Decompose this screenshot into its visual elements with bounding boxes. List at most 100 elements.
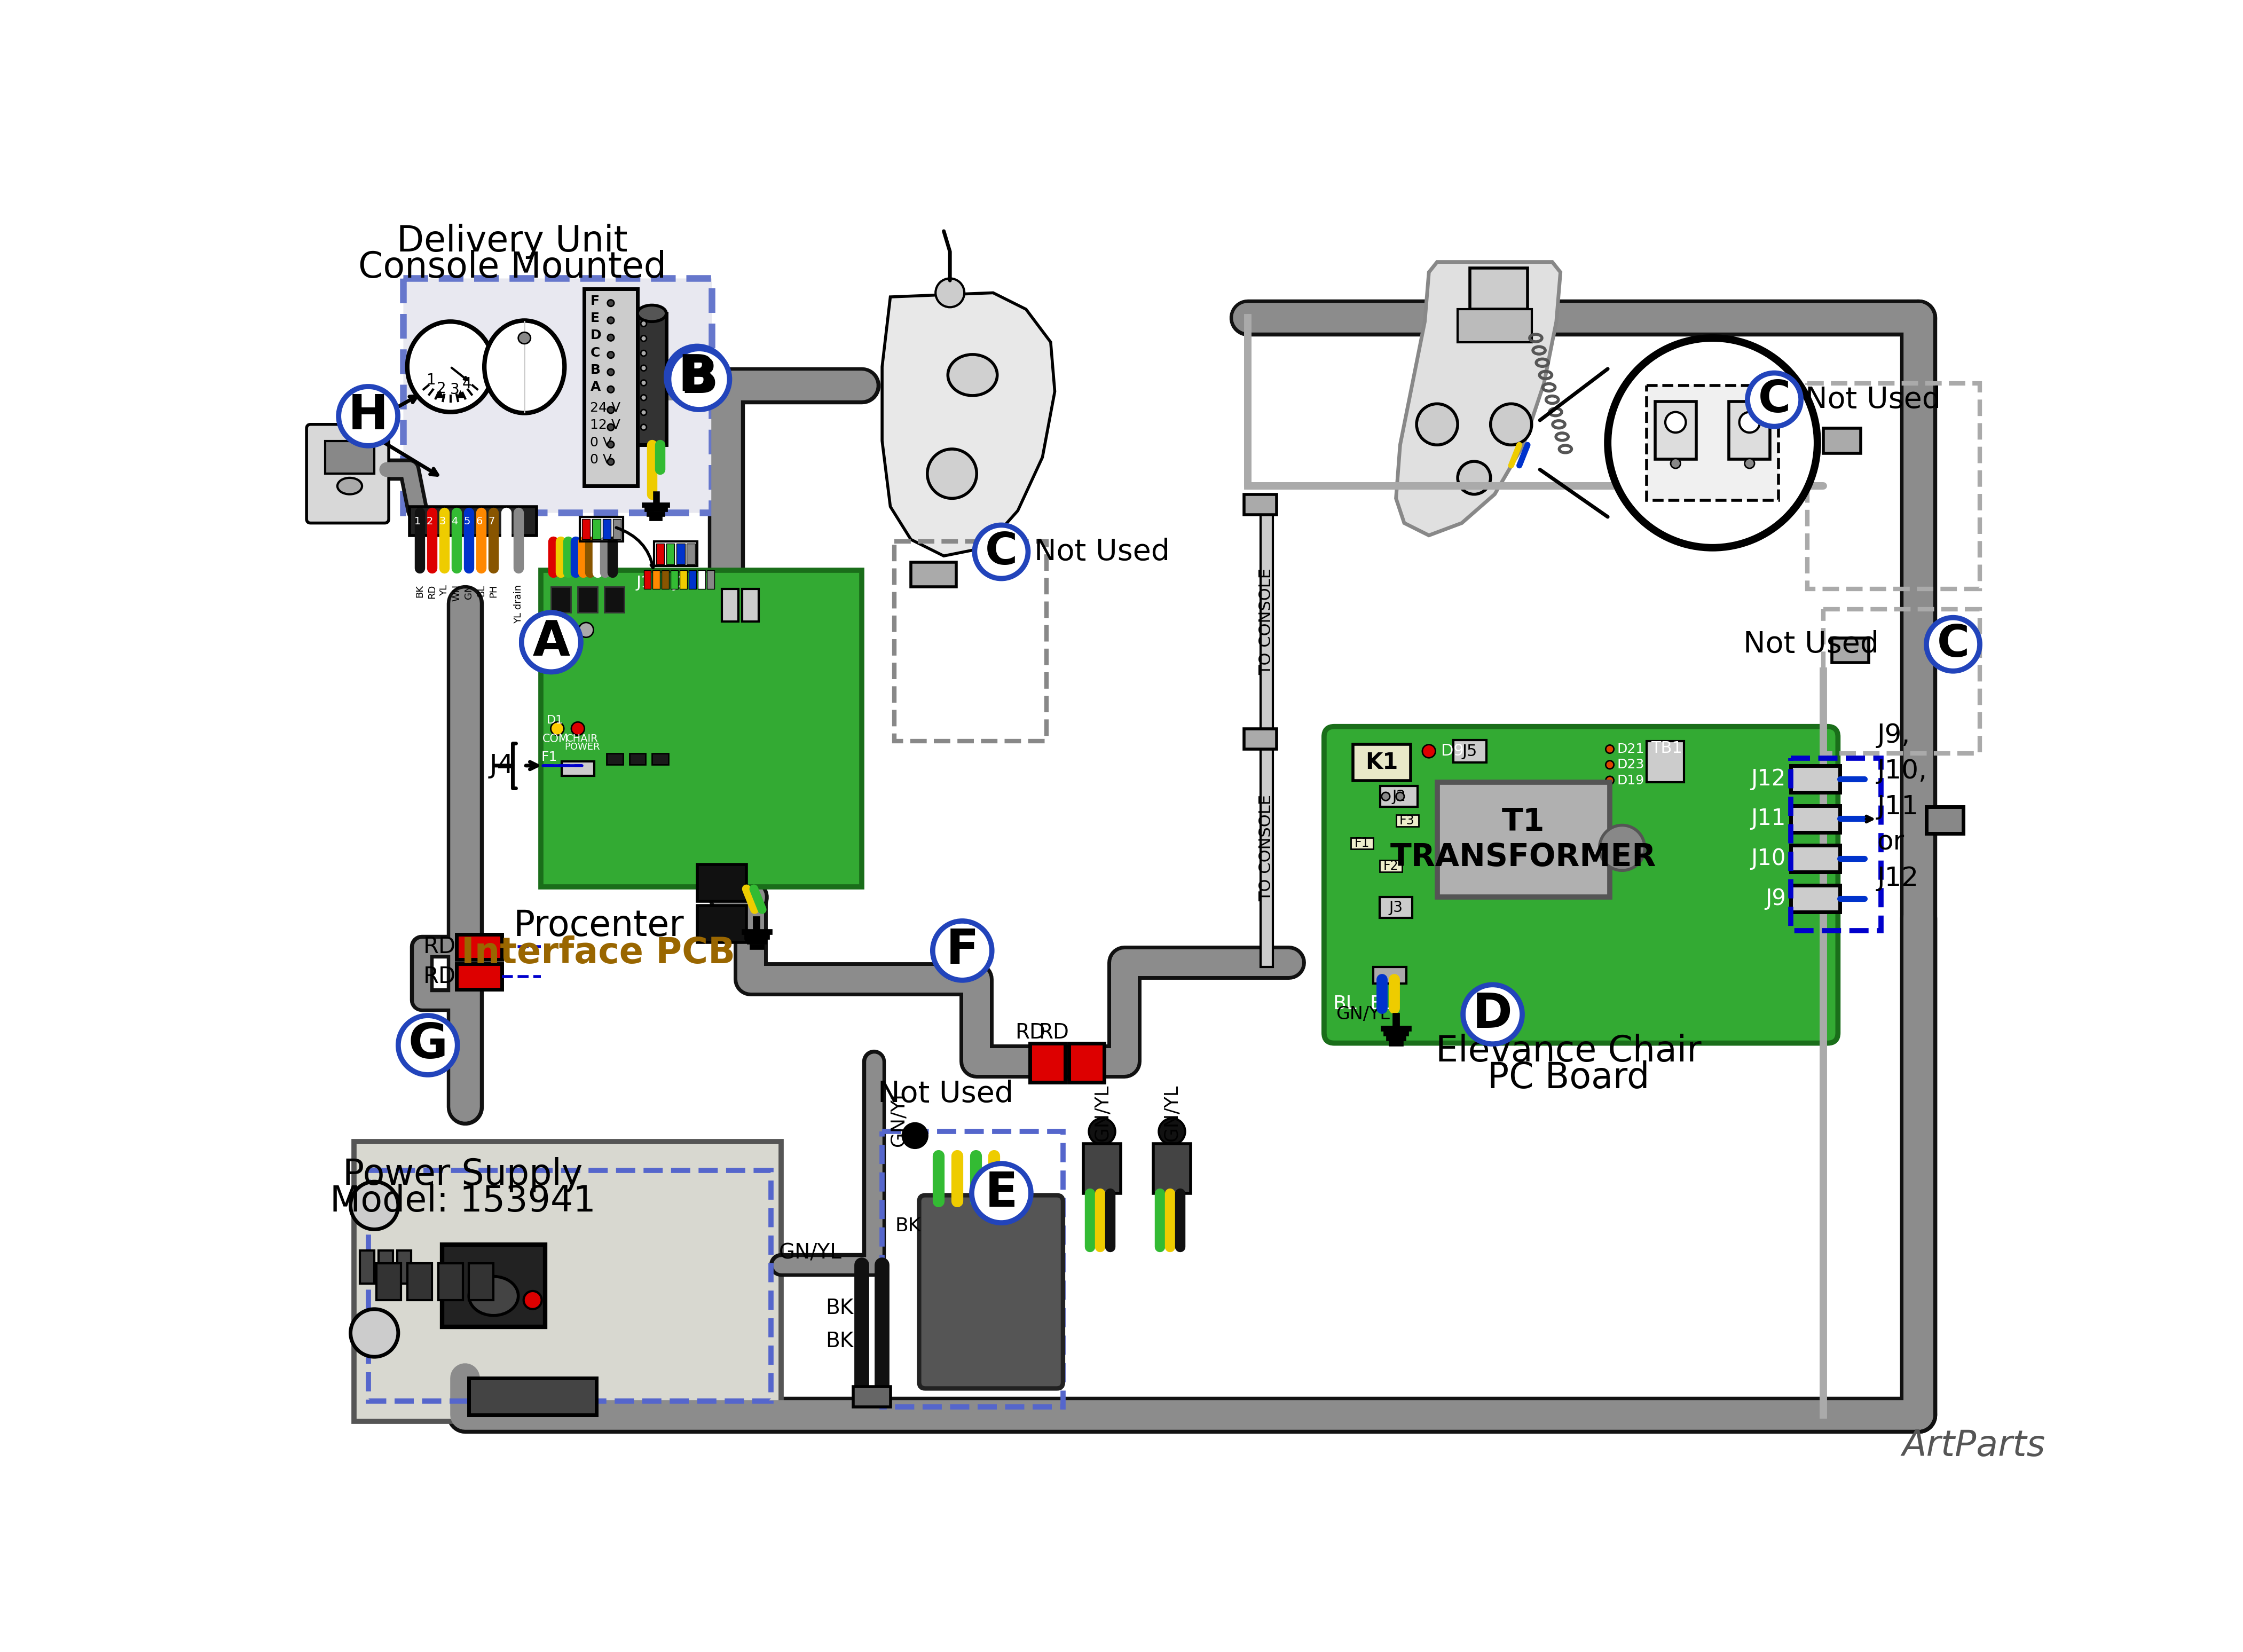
- Text: J1: J1: [637, 575, 650, 590]
- Text: C: C: [1759, 378, 1790, 421]
- Text: G: G: [408, 1021, 449, 1069]
- Text: GN/YL: GN/YL: [778, 1242, 841, 1262]
- Text: E: E: [590, 312, 599, 325]
- Text: RD: RD: [424, 965, 455, 988]
- Circle shape: [668, 349, 729, 410]
- Bar: [581, 517, 624, 542]
- Circle shape: [339, 387, 397, 446]
- Bar: [1833, 638, 1868, 662]
- Bar: [368, 1171, 772, 1401]
- Bar: [911, 562, 956, 586]
- Text: F3: F3: [1400, 814, 1415, 828]
- Text: 2: 2: [426, 517, 433, 527]
- Text: J2: J2: [1393, 790, 1406, 805]
- Text: D19: D19: [1617, 775, 1644, 786]
- Text: BK: BK: [825, 1298, 852, 1318]
- Text: ▲: ▲: [435, 388, 444, 398]
- Text: C: C: [1936, 623, 1969, 666]
- Text: Elevance Chair: Elevance Chair: [1436, 1034, 1702, 1069]
- Text: F: F: [590, 294, 599, 307]
- Bar: [1261, 509, 1272, 738]
- Bar: [1808, 383, 1981, 588]
- Bar: [1458, 309, 1532, 342]
- Text: RD: RD: [1014, 1023, 1045, 1042]
- Bar: [1350, 838, 1373, 849]
- Circle shape: [608, 441, 615, 448]
- Bar: [852, 1386, 890, 1408]
- Text: 3: 3: [440, 517, 446, 527]
- Text: 7: 7: [489, 517, 496, 527]
- Bar: [1927, 806, 1963, 834]
- Bar: [579, 586, 597, 613]
- Bar: [698, 905, 747, 942]
- Text: J12: J12: [1752, 768, 1785, 790]
- Bar: [458, 933, 502, 960]
- Circle shape: [1462, 985, 1523, 1044]
- Bar: [698, 570, 704, 588]
- Text: YL: YL: [440, 585, 449, 596]
- Text: 4: 4: [462, 377, 471, 392]
- Circle shape: [608, 352, 615, 358]
- Bar: [583, 289, 637, 486]
- Bar: [354, 1142, 781, 1421]
- Text: J2: J2: [673, 575, 689, 590]
- Circle shape: [523, 1290, 543, 1308]
- FancyArrowPatch shape: [493, 743, 516, 788]
- Text: K1: K1: [1366, 752, 1397, 773]
- Polygon shape: [881, 292, 1054, 557]
- Bar: [408, 507, 536, 535]
- Bar: [1261, 737, 1272, 966]
- Circle shape: [523, 613, 581, 672]
- Text: E: E: [985, 1170, 1018, 1216]
- Bar: [689, 570, 695, 588]
- Text: RD: RD: [424, 935, 455, 958]
- Text: A: A: [532, 620, 570, 666]
- Circle shape: [666, 347, 729, 408]
- Bar: [1070, 1042, 1104, 1082]
- Text: D9: D9: [1442, 743, 1465, 758]
- Circle shape: [608, 368, 615, 375]
- Circle shape: [350, 1181, 399, 1229]
- Text: GN: GN: [464, 585, 473, 600]
- Bar: [1379, 897, 1413, 919]
- Text: D1: D1: [547, 715, 563, 725]
- Text: Not Used: Not Used: [877, 1079, 1014, 1108]
- Text: D: D: [1474, 991, 1512, 1037]
- Text: J9: J9: [1765, 887, 1785, 910]
- Circle shape: [641, 380, 646, 385]
- Ellipse shape: [484, 320, 565, 413]
- Text: B: B: [590, 363, 601, 377]
- Bar: [637, 314, 666, 444]
- Bar: [606, 586, 624, 613]
- Text: BL: BL: [1370, 995, 1393, 1013]
- Circle shape: [1458, 461, 1492, 494]
- Circle shape: [1738, 411, 1761, 433]
- Polygon shape: [1395, 263, 1561, 535]
- Circle shape: [641, 320, 646, 327]
- Text: F: F: [947, 927, 978, 975]
- Bar: [603, 519, 610, 540]
- Circle shape: [1927, 618, 1981, 671]
- Text: B: B: [677, 352, 716, 401]
- Bar: [1729, 401, 1770, 459]
- Bar: [671, 570, 677, 588]
- Text: F2: F2: [1384, 859, 1397, 872]
- Circle shape: [545, 623, 561, 638]
- Ellipse shape: [518, 332, 532, 344]
- Circle shape: [1599, 826, 1644, 871]
- Bar: [1373, 966, 1406, 983]
- Circle shape: [976, 525, 1027, 578]
- Circle shape: [641, 425, 646, 430]
- Text: Power Supply: Power Supply: [343, 1156, 583, 1193]
- Circle shape: [1606, 760, 1615, 768]
- Text: PC Board: PC Board: [1487, 1061, 1649, 1095]
- Circle shape: [350, 1308, 399, 1356]
- Text: ▲: ▲: [458, 388, 464, 398]
- Bar: [552, 586, 572, 613]
- Ellipse shape: [408, 322, 493, 411]
- Text: 5: 5: [464, 517, 471, 527]
- Text: Not Used: Not Used: [1034, 537, 1171, 567]
- Bar: [653, 570, 659, 588]
- Bar: [442, 1244, 545, 1327]
- Circle shape: [1422, 745, 1436, 758]
